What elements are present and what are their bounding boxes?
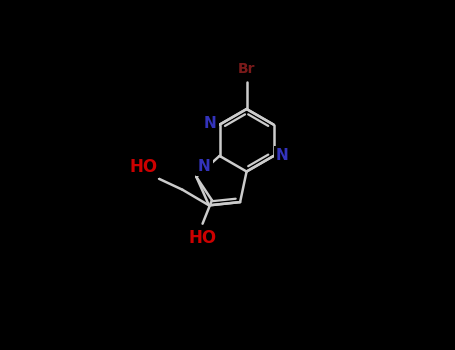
Text: HO: HO [188, 229, 217, 247]
Text: N: N [198, 159, 211, 174]
Text: HO: HO [129, 158, 157, 176]
Text: Br: Br [238, 62, 255, 76]
Text: N: N [204, 116, 217, 131]
Text: N: N [276, 148, 288, 163]
